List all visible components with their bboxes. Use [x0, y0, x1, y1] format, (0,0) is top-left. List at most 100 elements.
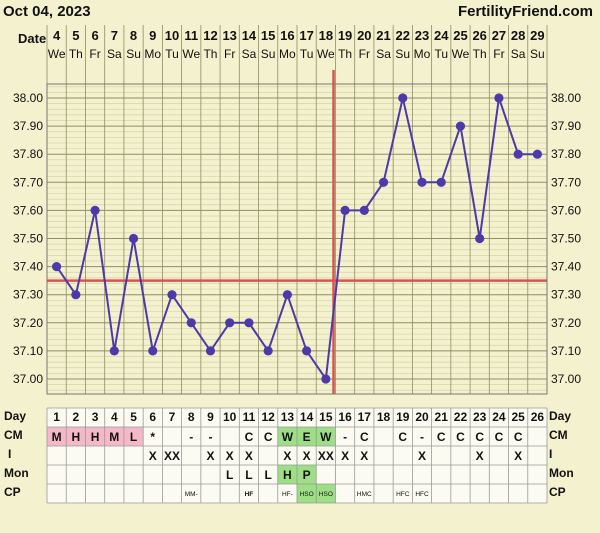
- i-cell: X: [341, 449, 349, 463]
- temperature-point: [417, 177, 427, 187]
- cp-cell: HF-: [282, 491, 293, 498]
- cycle-day-label: 13: [281, 410, 295, 424]
- temperature-point: [205, 346, 216, 356]
- temperature-point: [475, 233, 485, 244]
- weekday-label: We: [317, 47, 335, 61]
- cycle-day-label: 18: [377, 410, 391, 424]
- y-tick-label-right: 38.00: [551, 91, 581, 105]
- weekday-label: Su: [261, 47, 276, 61]
- cm-cell: M: [52, 430, 62, 444]
- weekday-label: Su: [126, 47, 141, 61]
- weekday-label: Su: [530, 47, 545, 61]
- cycle-day-label: 8: [188, 410, 195, 424]
- date-label: 13: [222, 28, 236, 43]
- mon-cell: L: [264, 468, 271, 482]
- cm-highlight: [316, 427, 336, 446]
- temperature-point: [263, 346, 273, 356]
- date-label: 20: [357, 28, 371, 43]
- y-tick-label-right: 37.10: [551, 344, 581, 358]
- weekday-label: Mo: [144, 47, 161, 61]
- cycle-day-label: 1: [53, 410, 60, 424]
- mon-row-label-right: Mon: [549, 466, 574, 480]
- cm-cell: -: [189, 430, 193, 444]
- mon-highlight: [277, 465, 297, 484]
- mon-row-label-left: Mon: [4, 466, 29, 480]
- cycle-day-label: 5: [130, 410, 137, 424]
- y-tick-label-left: 38.00: [13, 91, 43, 105]
- y-tick-label-right: 37.60: [551, 203, 581, 217]
- weekday-label: Su: [395, 47, 410, 61]
- day-row-label-left: Day: [4, 409, 26, 423]
- cm-row-label-left: CM: [4, 428, 23, 442]
- y-tick-label-left: 37.50: [13, 232, 43, 246]
- date-label: 11: [184, 28, 198, 43]
- date-label: 27: [492, 28, 506, 43]
- weekday-label: Fr: [89, 47, 100, 61]
- temperature-point: [167, 290, 177, 300]
- temperature-point: [378, 177, 389, 187]
- cycle-day-label: 20: [415, 410, 429, 424]
- date-label: 9: [149, 28, 156, 43]
- cm-highlight: [277, 427, 297, 446]
- date-row-label: Date: [18, 31, 46, 46]
- temperature-point: [90, 205, 100, 215]
- cm-highlight: [123, 427, 144, 446]
- y-tick-label-right: 37.70: [551, 175, 581, 189]
- weekday-label: Fr: [224, 47, 235, 61]
- i-row-label-left: I: [8, 447, 11, 461]
- i-cell: X: [418, 449, 426, 463]
- cycle-day-label: 22: [454, 410, 468, 424]
- cp-cell: HMC: [357, 491, 372, 498]
- temperature-point: [148, 346, 158, 356]
- cp-cell: HFC: [396, 491, 410, 498]
- temperature-point: [398, 93, 408, 103]
- y-tick-label-left: 37.90: [13, 119, 43, 133]
- cm-highlight: [85, 427, 105, 446]
- temperature-point: [455, 121, 466, 131]
- i-cell: X: [206, 449, 214, 463]
- weekday-label: Fr: [359, 47, 370, 61]
- cycle-day-label: 9: [207, 410, 214, 424]
- weekday-label: We: [452, 47, 470, 61]
- i-cell: X: [283, 449, 291, 463]
- weekday-label: Sa: [511, 47, 526, 61]
- cm-cell: *: [150, 430, 155, 444]
- mon-cell: L: [245, 468, 252, 482]
- temperature-point: [321, 374, 331, 384]
- cycle-day-label: 16: [338, 410, 352, 424]
- cycle-day-label: 12: [261, 410, 275, 424]
- y-tick-label-left: 37.10: [13, 344, 43, 358]
- date-label: 4: [53, 28, 61, 43]
- cycle-day-label: 15: [319, 410, 333, 424]
- mon-cell: L: [226, 468, 233, 482]
- cm-cell: C: [264, 430, 273, 444]
- temperature-point: [302, 346, 312, 356]
- date-label: 17: [299, 28, 313, 43]
- y-tick-label-right: 37.20: [551, 316, 581, 330]
- date-label: 29: [530, 28, 544, 43]
- cm-cell: E: [303, 430, 311, 444]
- y-tick-label-left: 37.00: [13, 372, 43, 386]
- temperature-point: [244, 318, 254, 328]
- cm-cell: M: [109, 430, 119, 444]
- weekday-label: Fr: [493, 47, 504, 61]
- y-tick-label-right: 37.40: [551, 260, 581, 274]
- chart-date: Oct 04, 2023: [3, 3, 91, 20]
- i-cell: X: [149, 449, 157, 463]
- temperature-point: [52, 262, 62, 272]
- temperature-point: [282, 290, 292, 300]
- cycle-day-label: 23: [473, 410, 487, 424]
- temperature-point: [436, 177, 446, 187]
- temperature-point: [359, 205, 369, 215]
- temperature-point: [71, 290, 81, 300]
- temperature-point: [513, 149, 523, 159]
- i-cell: X: [226, 449, 234, 463]
- y-tick-label-left: 37.20: [13, 316, 43, 330]
- date-label: 23: [415, 28, 429, 43]
- cycle-day-label: 19: [396, 410, 410, 424]
- weekday-label: Sa: [107, 47, 122, 61]
- cp-row-label-right: CP: [549, 485, 566, 499]
- cm-row-label-right: CM: [549, 428, 568, 442]
- plot-border: [46, 83, 548, 395]
